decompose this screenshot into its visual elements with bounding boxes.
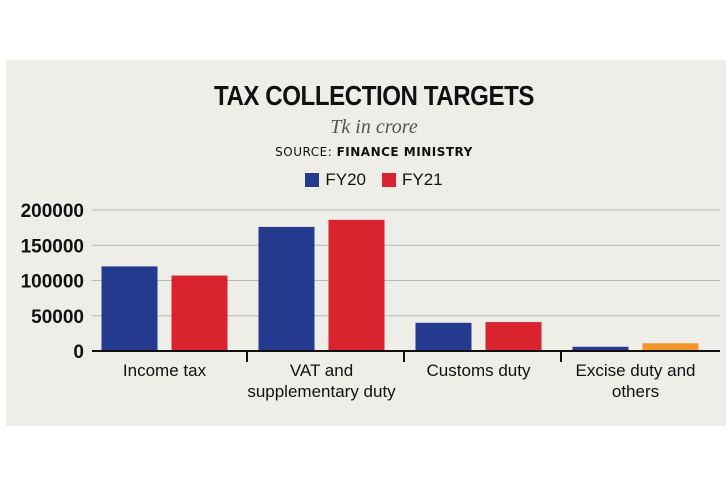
y-tick-label: 50000 xyxy=(31,307,84,328)
x-tick-label: others xyxy=(612,382,659,401)
bar-fy20 xyxy=(258,226,315,351)
x-tick-label: Excise duty and xyxy=(575,361,695,380)
chart-subtitle: Tk in crore xyxy=(330,116,418,138)
y-tick-label: 200000 xyxy=(21,201,84,222)
x-tick-label: VAT and xyxy=(290,361,353,380)
source-name: FINANCE MINISTRY xyxy=(336,145,473,159)
x-tick-label: Customs duty xyxy=(427,361,531,380)
bar-fy21 xyxy=(171,275,228,351)
bar-fy21 xyxy=(328,219,385,351)
legend-label-fy21: FY21 xyxy=(402,170,443,189)
source-label: SOURCE: xyxy=(275,145,333,159)
legend: FY20 FY21 xyxy=(0,170,726,190)
y-tick-label: 150000 xyxy=(21,236,84,257)
y-tick-label: 100000 xyxy=(21,272,84,293)
legend-item-fy20: FY20 xyxy=(305,170,366,190)
legend-label-fy20: FY20 xyxy=(325,170,366,189)
legend-item-fy21: FY21 xyxy=(382,170,443,190)
bar-fy21 xyxy=(485,322,542,351)
bar-fy20 xyxy=(101,266,158,351)
bar-fy20 xyxy=(415,322,472,351)
x-tick-label: Income tax xyxy=(123,361,207,380)
bar-fy21 xyxy=(642,343,699,351)
chart-source: SOURCE: FINANCE MINISTRY xyxy=(0,145,726,159)
chart-title: TAX COLLECTION TARGETS xyxy=(213,80,535,111)
legend-swatch-fy21 xyxy=(382,173,396,187)
x-tick-label: supplementary duty xyxy=(247,382,396,401)
legend-swatch-fy20 xyxy=(305,173,320,187)
y-tick-label: 0 xyxy=(73,342,84,363)
bar-fy20 xyxy=(572,346,629,351)
